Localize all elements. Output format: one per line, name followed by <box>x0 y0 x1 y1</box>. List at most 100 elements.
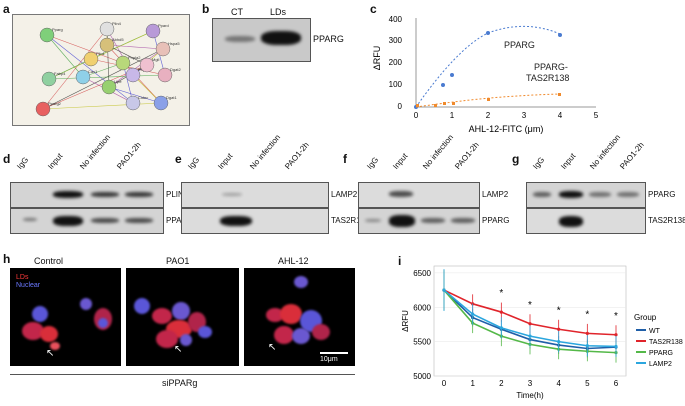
x-tick-label: 1 <box>470 379 475 388</box>
y-axis-label: ΔRFU <box>401 310 410 332</box>
legend-label: PPARG <box>649 350 673 357</box>
svg-text:Fabp4: Fabp4 <box>54 71 66 76</box>
blot-b-image <box>212 18 311 62</box>
c-ytick-0: 0 <box>398 102 403 111</box>
svg-text:Dgat1: Dgat1 <box>166 95 177 100</box>
micrograph-pao1: ↖ <box>126 268 239 366</box>
arrow-icon: ↖ <box>46 348 55 359</box>
data-point <box>614 333 618 337</box>
svg-text:Ppard: Ppard <box>158 23 169 28</box>
binding-curve-chart: 400 300 200 100 0 ΔRFU 0 1 2 3 4 5 AHL-1… <box>372 15 599 134</box>
network-node: Abhd5 <box>99 37 124 53</box>
significance-star: * <box>585 309 589 320</box>
network-node: Dgat1 <box>153 95 177 111</box>
network-node: Pparg <box>39 27 63 43</box>
d-row1-label: PLIN2 <box>166 190 189 199</box>
g-row2-label: TAS2R138 <box>648 216 685 225</box>
x-tick-label: 5 <box>585 379 590 388</box>
svg-text:Abhd5: Abhd5 <box>112 37 124 42</box>
h-legend-lds: LDs <box>16 274 29 281</box>
e-col-input: Input <box>216 151 235 171</box>
network-node: Hspa5 <box>155 41 180 57</box>
string-network-panel: PpargPlin4PpardAbhd5Pnpla2Hspa5Plin1Pnpl… <box>12 14 190 126</box>
blot-d-row1 <box>10 182 164 208</box>
blot-f-row1 <box>358 182 480 208</box>
svg-text:Lipe: Lipe <box>114 79 122 84</box>
c-ytick-200: 200 <box>389 58 403 67</box>
network-graph: PpargPlin4PpardAbhd5Pnpla2Hspa5Plin1Pnpl… <box>35 21 181 117</box>
g-row1-label: PPARG <box>648 190 676 199</box>
h-title-control: Control <box>34 256 64 266</box>
panel-letter-f: f <box>343 152 347 166</box>
f-col-pao1: PAO1-2h <box>453 140 481 171</box>
e-col-pao1: PAO1-2h <box>283 140 311 171</box>
blot-g-row1 <box>526 182 646 208</box>
network-node: Pnpla2 <box>115 55 141 71</box>
c-label-tas-2: TAS2R138 <box>526 73 569 83</box>
d-col-pao1: PAO1-2h <box>115 140 143 171</box>
d-col-noinf: No infection <box>78 132 113 171</box>
c-ytick-300: 300 <box>389 36 403 45</box>
network-node: Ppard <box>145 23 169 39</box>
y-tick-label: 6500 <box>413 269 431 278</box>
data-point <box>614 344 618 349</box>
f-col-igg: IgG <box>365 155 381 171</box>
h-scalebar-label: 10μm <box>320 356 338 363</box>
network-node: Cidec <box>125 95 148 111</box>
data-point <box>499 310 503 314</box>
blot-g-row2 <box>526 208 646 234</box>
f-row1-label: LAMP2 <box>482 190 509 199</box>
panel-letter-b: b <box>202 2 210 16</box>
c-ylabel: ΔRFU <box>372 46 382 71</box>
network-node: Fabp4 <box>41 71 66 87</box>
network-node: Plin1 <box>83 51 106 67</box>
svg-text:Mgll: Mgll <box>152 57 159 62</box>
g-col-igg: IgG <box>531 155 547 171</box>
h-legend-nuclear: Nuclear <box>16 282 41 289</box>
svg-text:Pparg: Pparg <box>52 27 63 32</box>
d-col-input: Input <box>46 151 65 171</box>
blot-d-row2 <box>10 208 164 234</box>
c-xtick-2: 2 <box>486 111 491 120</box>
blot-col-ct: CT <box>231 7 243 17</box>
e-row1-label: LAMP2 <box>331 190 358 199</box>
network-node: Lipe <box>101 79 122 95</box>
svg-text:Cav1: Cav1 <box>88 69 98 74</box>
panel-letter-i: i <box>398 254 402 268</box>
svg-text:Pnpla2: Pnpla2 <box>128 55 141 60</box>
d-col-igg: IgG <box>15 155 31 171</box>
c-ytick-100: 100 <box>389 80 403 89</box>
network-node: Mgll <box>139 57 159 73</box>
h-group-line <box>10 374 355 375</box>
svg-text:Hspa5: Hspa5 <box>168 41 180 46</box>
panel-letter-g: g <box>512 152 520 166</box>
h-bottom-label: siPPARg <box>162 378 198 388</box>
blot-row-pparg: PPARG <box>313 34 344 44</box>
x-tick-label: 3 <box>528 379 533 388</box>
data-point <box>528 334 532 338</box>
x-tick-label: 4 <box>556 379 561 388</box>
data-point <box>585 344 589 348</box>
micrograph-control: LDs Nuclear ↖ <box>10 268 121 366</box>
blot-e-row2 <box>181 208 329 234</box>
svg-text:Cidec: Cidec <box>138 95 148 100</box>
c-xtick-3: 3 <box>522 111 527 120</box>
blot-f-row2 <box>358 208 480 234</box>
significance-star: * <box>557 305 561 316</box>
panel-letter-a: a <box>3 2 10 16</box>
c-xtick-1: 1 <box>450 111 455 120</box>
e-row2-label: TAS2R138 <box>331 216 370 225</box>
h-title-ahl12: AHL-12 <box>278 256 309 266</box>
y-tick-label: 5000 <box>413 372 431 381</box>
time-course-chart: 5000 5500 6000 6500 0 1 2 3 4 5 6 Time(h) ΔRFU * * * * * G… <box>401 265 683 400</box>
data-point <box>442 288 446 292</box>
svg-text:Plin4: Plin4 <box>112 21 122 26</box>
c-xlabel: AHL-12-FITC (μm) <box>469 124 544 134</box>
x-tick-label: 0 <box>442 379 447 388</box>
micrograph-ahl12: 10μm ↖ <box>244 268 355 366</box>
blot-col-lds: LDs <box>270 7 287 17</box>
c-ytick-400: 400 <box>389 15 403 24</box>
panel-letter-e: e <box>175 152 182 166</box>
panel-letter-h: h <box>3 252 11 266</box>
panel-letter-d: d <box>3 152 11 166</box>
